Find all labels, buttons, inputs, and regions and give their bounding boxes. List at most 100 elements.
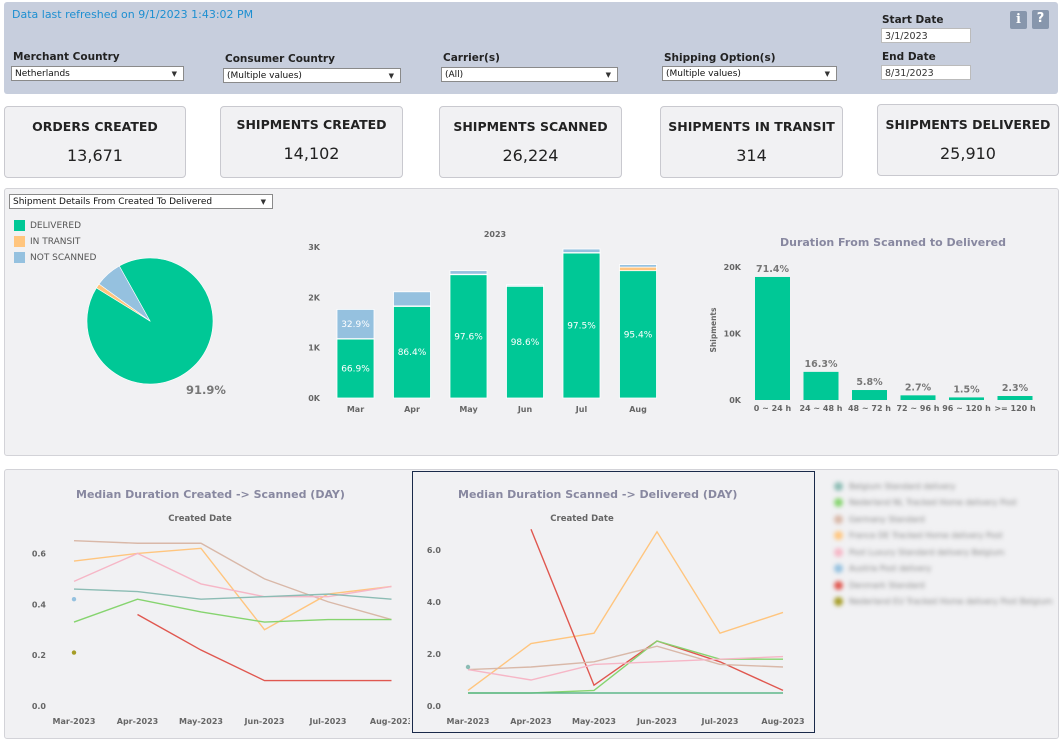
bar-delivered <box>449 274 488 399</box>
bar-data-label: 2.7% <box>905 382 932 393</box>
consumer-country-label: Consumer Country <box>225 53 335 65</box>
legend-label: NOT SCANNED <box>30 252 97 263</box>
x-tick-label: May-2023 <box>572 717 616 726</box>
bar-delivered <box>619 270 657 399</box>
kpi-title: SHIPMENTS CREATED <box>236 117 387 132</box>
line-chart-subtitle: Created Date <box>168 514 232 524</box>
legend-dot-icon <box>834 547 843 557</box>
series-line <box>73 540 392 621</box>
bar-not-scanned <box>562 248 601 253</box>
bar-delivered <box>336 338 375 399</box>
legend-in-transit: IN TRANSIT <box>14 236 96 247</box>
merchant-country-select[interactable]: Netherlands ▼ <box>11 66 184 81</box>
carrier-legend-label: Nederland NL Tracked Home delivery Post <box>849 498 1017 507</box>
line-point <box>71 650 77 655</box>
bar-data-label: 95.4% <box>624 330 653 340</box>
carrier-legend-label: Denmark Standard <box>849 580 925 590</box>
x-tick-label: Jun <box>517 405 533 414</box>
bar-not-scanned <box>449 270 488 275</box>
series-line <box>467 655 784 681</box>
pie-legend: DELIVERED IN TRANSIT NOT SCANNED <box>14 220 96 263</box>
chevron-down-icon: ▼ <box>605 71 611 79</box>
kpi-title: SHIPMENTS DELIVERED <box>885 117 1051 132</box>
kpi-title: SHIPMENTS SCANNED <box>453 119 608 134</box>
chevron-down-icon: ▼ <box>171 70 177 78</box>
bar-data-label: 2.3% <box>1002 383 1029 394</box>
carrier-legend-item: Nederland EU Tracked Home delivery Post … <box>834 594 1054 610</box>
not-scanned-swatch <box>14 252 25 263</box>
duration-bar <box>997 396 1033 400</box>
kpi-shipments-scanned: SHIPMENTS SCANNED 26,224 <box>439 106 622 178</box>
y-tick-label: 10K <box>724 330 742 339</box>
merchant-country-value: Netherlands <box>15 69 70 79</box>
line-point <box>71 597 77 602</box>
duration-bar <box>803 371 839 400</box>
kpi-title: SHIPMENTS IN TRANSIT <box>668 119 835 134</box>
info-icon[interactable]: i <box>1010 11 1027 29</box>
series-line <box>530 528 784 692</box>
carrier-legend-item: Belgium Standard delivery <box>834 478 1054 494</box>
series-line <box>467 530 784 691</box>
duration-bar <box>755 276 790 400</box>
carrier-legend-label: France DE Tracked Home delivery Post <box>849 531 1003 540</box>
chevron-down-icon: ▼ <box>260 198 266 206</box>
legend-dot-icon <box>834 481 843 491</box>
y-tick-label: 2.0 <box>427 650 442 659</box>
bar-in-transit <box>619 266 657 272</box>
consumer-country-select[interactable]: (Multiple values) ▼ <box>223 68 401 83</box>
carrier-legend-item: France DE Tracked Home delivery Post <box>834 528 1054 544</box>
bar-data-label: 32.9% <box>341 320 370 330</box>
kpi-shipments-created: SHIPMENTS CREATED 14,102 <box>220 106 403 178</box>
bar-delivered <box>506 285 544 399</box>
x-tick-label: 48 ~ 72 h <box>848 404 891 413</box>
carrier-select[interactable]: (All) ▼ <box>441 67 618 82</box>
selected-chart-frame <box>412 471 815 733</box>
bar-delivered <box>562 252 601 399</box>
carrier-legend-item: Post Luxury Standard delivery Belgium <box>834 544 1054 560</box>
bar-not-scanned <box>336 309 375 340</box>
chevron-down-icon: ▼ <box>388 72 394 80</box>
median-scanned-delivered-chart: Median Duration Scanned -> Delivered (DA… <box>427 488 805 726</box>
x-tick-label: 72 ~ 96 h <box>896 404 939 413</box>
duration-bar <box>852 390 887 400</box>
line-point <box>465 664 471 670</box>
median-duration-panel <box>4 469 1059 739</box>
shipping-option-select[interactable]: (Multiple values) ▼ <box>662 66 837 81</box>
shipping-option-value: (Multiple values) <box>666 69 741 79</box>
series-line <box>467 645 784 671</box>
x-tick-label: 0 ~ 24 h <box>754 404 792 413</box>
merchant-country-label: Merchant Country <box>13 51 120 63</box>
end-date-label: End Date <box>882 51 936 63</box>
bar-not-scanned <box>506 284 544 287</box>
delivered-swatch <box>14 220 25 231</box>
pie-slice-not-scanned <box>98 265 151 322</box>
x-tick-label: Aug-2023 <box>761 717 804 726</box>
bar-not-scanned <box>619 264 657 268</box>
x-tick-label: May-2023 <box>179 717 223 726</box>
bar-data-label: 16.3% <box>805 359 838 370</box>
end-date-input[interactable]: 8/31/2023 <box>881 65 971 80</box>
x-tick-label: Mar-2023 <box>447 717 490 726</box>
y-tick-label: 6.0 <box>427 546 442 555</box>
y-tick-label: 0.2 <box>32 651 46 660</box>
bar-data-label: 5.8% <box>856 377 883 388</box>
status-pie-chart: 91.9% <box>86 257 226 397</box>
carrier-legend-label: Belgium Standard delivery <box>849 481 956 491</box>
help-icon[interactable]: ? <box>1032 10 1049 29</box>
x-tick-label: 24 ~ 48 h <box>799 404 842 413</box>
start-date-input[interactable]: 3/1/2023 <box>881 28 971 43</box>
details-dropdown[interactable]: Shipment Details From Created To Deliver… <box>9 194 273 209</box>
series-line <box>73 552 392 598</box>
carrier-legend: Belgium Standard delivery Nederland NL Tr… <box>834 478 1054 610</box>
y-tick-label: 0K <box>308 394 321 403</box>
pie-label: 91.9% <box>186 383 226 397</box>
x-tick-label: Apr-2023 <box>117 717 158 726</box>
x-tick-label: May <box>459 405 478 414</box>
series-line <box>137 613 392 682</box>
legend-label: IN TRANSIT <box>30 236 81 247</box>
bar-data-label: 66.9% <box>341 365 370 375</box>
refresh-timestamp: Data last refreshed on 9/1/2023 1:43:02 … <box>12 8 254 21</box>
y-tick-label: 0K <box>729 396 742 405</box>
legend-dot-icon <box>834 498 843 507</box>
y-axis-label: Shipments <box>709 307 718 353</box>
